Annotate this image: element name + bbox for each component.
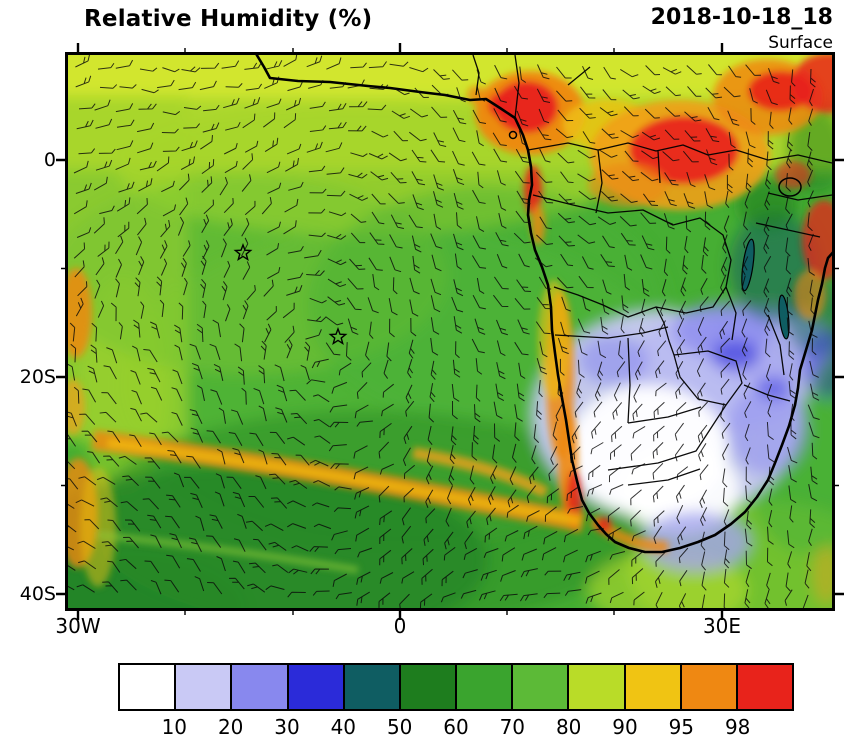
colorbar-cell-4	[344, 665, 401, 709]
x-tick-label: 0	[393, 614, 407, 638]
colorbar-cell-10	[681, 665, 738, 709]
x-tick-label: 30E	[702, 614, 742, 638]
colorbar-cell-11	[737, 665, 793, 709]
y-tick-label: 40S	[19, 583, 56, 605]
colorbar-cell-0	[120, 665, 177, 709]
colorbar-cell-1	[176, 665, 233, 709]
colorbar-cell-6	[457, 665, 514, 709]
y-tick-label: 20S	[19, 366, 56, 388]
colorbar-cell-9	[625, 665, 682, 709]
colorbar-tick-label: 50	[386, 715, 413, 739]
colorbar-cell-7	[513, 665, 570, 709]
colorbar-cell-5	[400, 665, 458, 709]
colorbar-tick-label: 70	[499, 715, 526, 739]
colorbar-tick-label: 80	[555, 715, 582, 739]
plot-level-label: Surface	[768, 33, 833, 53]
colorbar	[118, 663, 794, 711]
colorbar-tick-label: 98	[724, 715, 751, 739]
colorbar-labels: 10 20 30 40 50 60 70 80 90 95 98	[118, 715, 794, 743]
x-tick-label: 30W	[55, 614, 101, 638]
map-plot-area	[65, 52, 835, 611]
colorbar-cell-2	[232, 665, 289, 709]
colorbar-tick-label: 30	[274, 715, 300, 739]
colorbar-cell-8	[569, 665, 626, 709]
colorbar-tick-label: 40	[330, 715, 357, 739]
colorbar-tick-label: 95	[668, 715, 695, 739]
plot-title: Relative Humidity (%)	[84, 6, 373, 32]
map-canvas	[68, 55, 832, 608]
colorbar-tick-label: 60	[443, 715, 469, 739]
colorbar-tick-label: 10	[161, 715, 188, 739]
plot-datetime: 2018-10-18_18	[650, 5, 833, 30]
colorbar-cell-3	[288, 665, 345, 709]
colorbar-tick-label: 20	[217, 715, 244, 739]
y-tick-label: 0	[43, 149, 56, 171]
colorbar-tick-label: 90	[612, 715, 638, 739]
